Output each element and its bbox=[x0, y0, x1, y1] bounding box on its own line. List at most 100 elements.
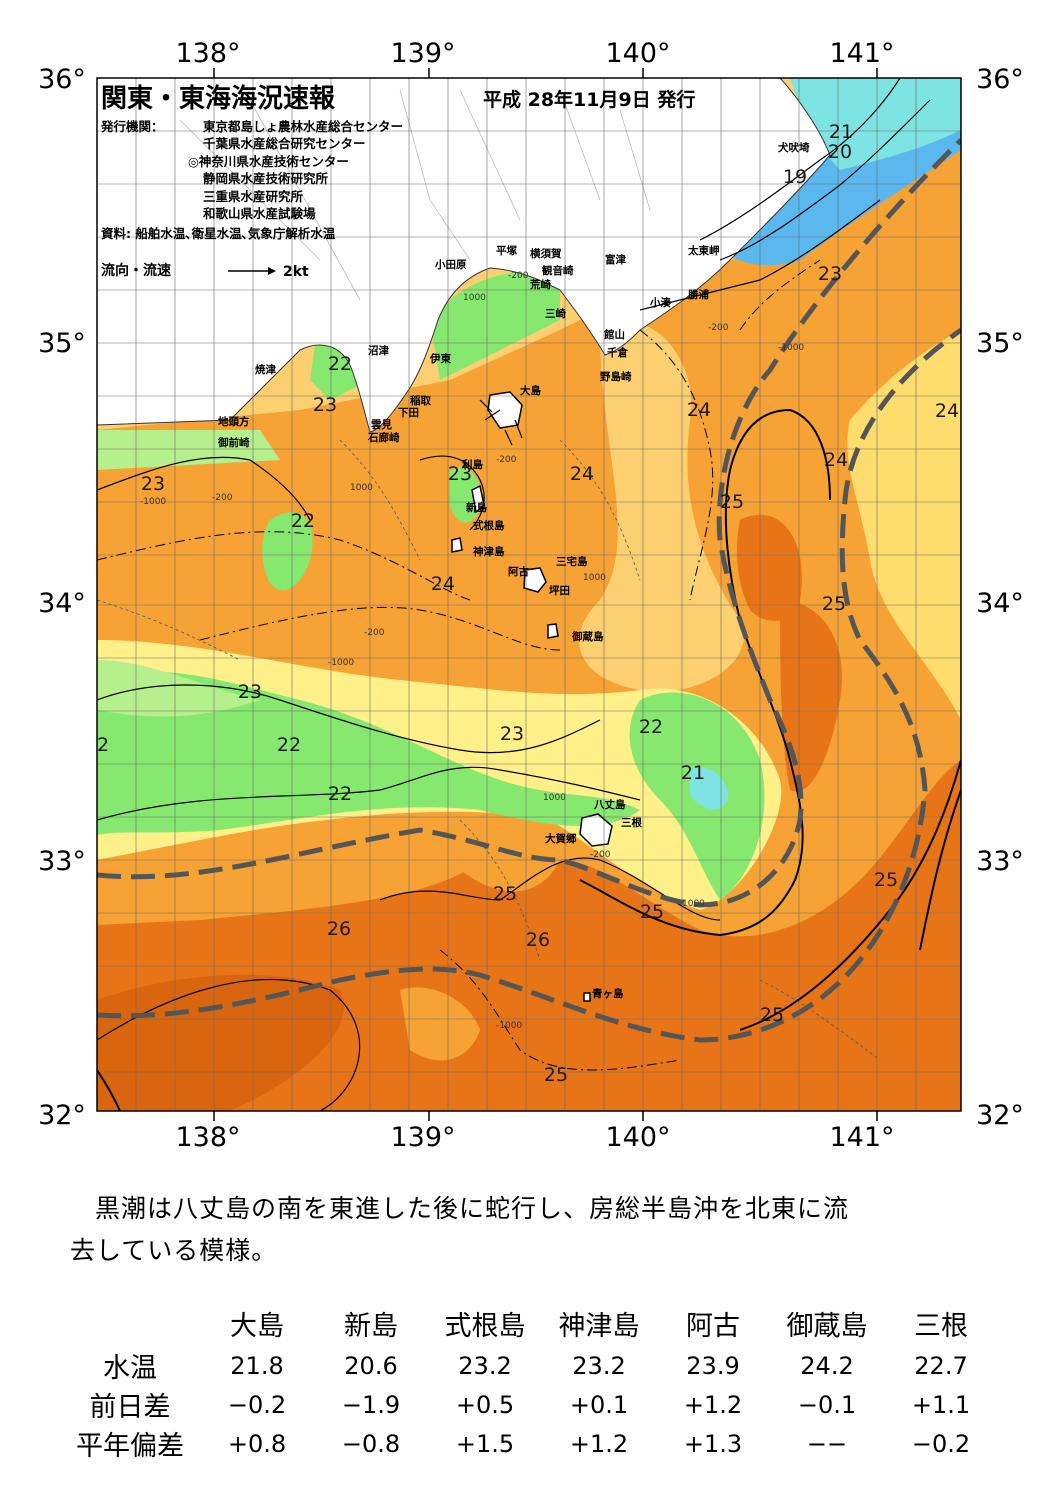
lat-right-34: 34° bbox=[976, 588, 1024, 619]
place-name: 利島 bbox=[462, 458, 483, 471]
place-name: 雲見 bbox=[371, 419, 392, 431]
lon-top-139: 139° bbox=[390, 38, 455, 69]
place-name: 小田原 bbox=[434, 258, 467, 271]
column-header: 阿古 bbox=[686, 1310, 740, 1342]
place-name: 式根島 bbox=[473, 519, 505, 532]
place-name: 伊東 bbox=[429, 352, 451, 365]
depth-label: -1000 bbox=[328, 658, 354, 668]
frame-ticks bbox=[213, 68, 878, 1121]
lat-right-32: 32° bbox=[976, 1100, 1024, 1131]
isotherm-label: 23 bbox=[313, 394, 337, 416]
place-name: 野島崎 bbox=[600, 370, 632, 383]
lon-bottom-141: 141° bbox=[829, 1122, 894, 1153]
column-header: 新島 bbox=[344, 1310, 398, 1342]
table-cell: 21.8 bbox=[230, 1351, 284, 1380]
isotherm-label: 23 bbox=[500, 723, 524, 745]
depth-label: -1000 bbox=[496, 1021, 522, 1031]
table-cell: −1.9 bbox=[341, 1390, 401, 1419]
table-cell: 23.2 bbox=[458, 1351, 512, 1380]
place-name: 御蔵島 bbox=[571, 630, 604, 643]
map-header: 関東・東海海況速報 平成 28年11月9日 発行 発行機関： 東京都島しょ農林水… bbox=[100, 84, 695, 280]
isotherm-label: 22 bbox=[291, 510, 315, 532]
table-cell: +0.5 bbox=[455, 1390, 515, 1419]
depth-label: -200 bbox=[364, 628, 385, 638]
issuer-3: ◎神奈川県水産技術センター bbox=[188, 154, 349, 169]
flow-legend-label: 流向・流速 bbox=[101, 262, 171, 279]
lat-left-36: 36° bbox=[38, 64, 86, 95]
summary-line-2: 去している模様。 bbox=[70, 1236, 278, 1265]
lat-left-35: 35° bbox=[38, 328, 86, 359]
table-cell: +1.1 bbox=[911, 1390, 971, 1419]
isotherm-label: 25 bbox=[544, 1064, 568, 1086]
place-name: 大島 bbox=[520, 384, 541, 397]
table-cell: −0.8 bbox=[341, 1429, 401, 1458]
place-name: 稲取 bbox=[410, 394, 431, 407]
isotherm-label: 24 bbox=[935, 400, 959, 422]
table-cell: 22.7 bbox=[914, 1351, 968, 1380]
table-cell: −0.2 bbox=[227, 1390, 287, 1419]
row-label: 平年偏差 bbox=[76, 1431, 184, 1462]
isotherm-label: 22 bbox=[328, 353, 352, 375]
place-name: 坪田 bbox=[549, 584, 570, 597]
depth-label: -1000 bbox=[778, 343, 804, 353]
land bbox=[97, 78, 831, 1002]
lat-right-36: 36° bbox=[976, 64, 1024, 95]
map-frame bbox=[96, 77, 962, 1112]
depth-labels: -200 -200 1000 -1000 -200 1000 -200 -100… bbox=[140, 271, 804, 1031]
depth-label: 1000 bbox=[583, 573, 606, 583]
table-cell: +1.2 bbox=[683, 1390, 743, 1419]
isotherm-label: 23 bbox=[141, 473, 165, 495]
column-header: 神津島 bbox=[558, 1310, 640, 1342]
table-cell: +1.3 bbox=[683, 1429, 743, 1458]
lat-lon-grid bbox=[97, 78, 961, 1111]
isotherm-label: 21 bbox=[681, 762, 705, 784]
data-source: 資料: 船舶水温､衛星水温､気象庁解析水温 bbox=[101, 226, 336, 241]
place-names: 犬吠埼 太東岬 勝浦 小湊 富津 観音崎 横須賀 平塚 荒崎 三崎 小田原 館山… bbox=[217, 141, 810, 1000]
table-cell: −− bbox=[806, 1429, 848, 1458]
depth-label: 1000 bbox=[350, 483, 373, 493]
column-header: 式根島 bbox=[444, 1310, 526, 1342]
issuer-6: 和歌山県水産試験場 bbox=[202, 206, 316, 221]
place-name: 小湊 bbox=[649, 296, 671, 309]
isotherm-label: 24 bbox=[687, 399, 711, 421]
place-name: 横須賀 bbox=[530, 247, 562, 260]
depth-label: -200 bbox=[590, 850, 611, 860]
lon-top-141: 141° bbox=[829, 38, 894, 69]
isotherm-label: 20 bbox=[828, 141, 852, 163]
isotherm-label: 24 bbox=[570, 463, 594, 485]
depth-label: 1000 bbox=[463, 293, 486, 303]
place-name: 犬吠埼 bbox=[777, 141, 810, 154]
table-cell: 24.2 bbox=[800, 1351, 854, 1380]
table-cell: 23.2 bbox=[572, 1351, 626, 1380]
isotherm-label: 23 bbox=[448, 463, 472, 485]
place-name: 八丈島 bbox=[593, 798, 626, 811]
isotherm-label: 23 bbox=[238, 681, 262, 703]
lon-bottom-139: 139° bbox=[390, 1122, 455, 1153]
kuroshio-axis bbox=[97, 138, 961, 1043]
lat-right-35: 35° bbox=[976, 328, 1024, 359]
map-title: 関東・東海海況速報 bbox=[101, 84, 336, 114]
flow-arrows bbox=[479, 399, 523, 446]
place-name: 神津島 bbox=[473, 545, 505, 558]
table-cell: −0.1 bbox=[797, 1390, 857, 1419]
isotherm-label: 21 bbox=[829, 121, 853, 143]
lon-top-140: 140° bbox=[605, 38, 670, 69]
place-name: 三宅島 bbox=[556, 555, 588, 568]
table-corner bbox=[60, 1300, 200, 1346]
flow-legend-arrowhead bbox=[268, 267, 276, 275]
isotherm-label: 2 bbox=[97, 734, 109, 756]
table-cell: 20.6 bbox=[344, 1351, 398, 1380]
depth-label: -200 bbox=[212, 493, 233, 503]
place-name: 石廊崎 bbox=[367, 431, 400, 444]
place-name: 青ヶ島 bbox=[592, 987, 624, 1000]
isotherm-label: 25 bbox=[720, 491, 744, 513]
row-label: 水温 bbox=[103, 1353, 157, 1384]
isotherm-label: 19 bbox=[783, 166, 807, 188]
place-name: 下田 bbox=[398, 407, 419, 419]
place-name: 御前崎 bbox=[217, 436, 250, 449]
table-cell: +1.2 bbox=[569, 1429, 629, 1458]
table-cell: +1.5 bbox=[455, 1429, 515, 1458]
place-name: 荒崎 bbox=[529, 278, 551, 291]
lat-right-33: 33° bbox=[976, 846, 1024, 877]
